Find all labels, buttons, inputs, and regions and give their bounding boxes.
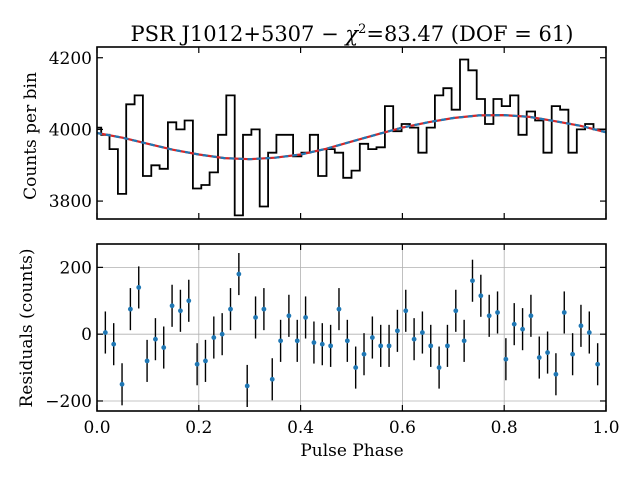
residual-point xyxy=(511,321,517,327)
residual-point xyxy=(470,278,475,284)
residual-point xyxy=(403,308,409,314)
residual-point xyxy=(478,293,484,299)
residual-point xyxy=(353,365,359,370)
residual-point xyxy=(461,338,467,344)
residual-point xyxy=(561,310,567,315)
counts-y-axis-label: Counts per bin xyxy=(21,72,41,200)
residual-point xyxy=(278,338,283,344)
residual-point xyxy=(261,306,267,312)
residual-point xyxy=(495,310,500,315)
residual-point xyxy=(244,383,250,389)
residual-point xyxy=(286,313,292,319)
residual-point xyxy=(486,313,492,319)
residual-point xyxy=(553,371,559,377)
residual-point xyxy=(344,338,350,344)
residual-point xyxy=(269,376,275,382)
residual-point xyxy=(361,351,367,357)
residual-point xyxy=(528,313,534,319)
model-curve xyxy=(96,113,607,161)
residual-point xyxy=(420,330,425,335)
residual-point xyxy=(228,306,233,312)
residual-point xyxy=(236,271,242,277)
residual-point xyxy=(111,341,117,347)
residual-point xyxy=(311,340,317,345)
residual-point xyxy=(395,328,400,334)
residual-point xyxy=(536,355,542,360)
residual-point xyxy=(303,315,308,320)
residual-point xyxy=(378,343,384,349)
residual-point xyxy=(161,345,167,350)
residual-point xyxy=(186,298,192,304)
residual-point xyxy=(319,341,325,347)
counts-panel-frame xyxy=(96,46,607,220)
residual-point xyxy=(328,343,334,349)
residual-point xyxy=(211,335,217,340)
residual-point xyxy=(136,285,142,290)
residual-point xyxy=(369,335,375,340)
residual-point xyxy=(586,330,592,335)
residual-point xyxy=(595,361,601,367)
chart-title: PSR J1012+5307 − χ2=83.47 (DOF = 61) xyxy=(131,22,574,46)
x-tick-label: 0.8 xyxy=(491,418,518,438)
residual-point xyxy=(428,343,434,349)
residual-point xyxy=(219,331,225,337)
residuals-y-axis-label: Residuals (counts) xyxy=(17,248,37,407)
residual-point xyxy=(436,365,442,370)
residual-point xyxy=(570,351,576,357)
residual-point xyxy=(545,350,550,355)
residual-point xyxy=(503,356,509,362)
residual-point xyxy=(445,343,450,349)
residual-point xyxy=(386,343,392,349)
residuals-y-tick-label: 200 xyxy=(60,258,92,278)
residuals-y-tick-label: 0 xyxy=(81,325,92,345)
residual-point xyxy=(178,308,183,314)
x-tick-label: 0.2 xyxy=(185,418,212,438)
residual-point xyxy=(153,336,158,342)
residuals-panel-frame xyxy=(96,243,607,412)
residual-point xyxy=(127,306,133,312)
residuals-y-tick-label: −200 xyxy=(45,392,92,412)
x-tick-label: 1.0 xyxy=(592,418,619,438)
residual-point xyxy=(203,358,208,364)
residual-point xyxy=(119,381,125,387)
residual-point xyxy=(336,306,342,312)
x-tick-label: 0.6 xyxy=(389,418,416,438)
residual-point xyxy=(169,303,175,309)
residual-point xyxy=(294,338,300,344)
residuals-panel: −200 0 200 0.0 0.2 0.4 0.6 0.8 1.0 Residuals (co… xyxy=(17,243,620,461)
residual-point xyxy=(453,308,459,314)
counts-panel: 3800 4000 4200 Counts per bin xyxy=(21,46,607,220)
residual-point xyxy=(144,358,150,364)
residual-point xyxy=(253,315,258,320)
residual-point xyxy=(578,323,584,329)
counts-y-tick-label: 3800 xyxy=(49,192,92,212)
counts-y-tick-label: 4000 xyxy=(49,120,92,140)
residual-point xyxy=(102,330,108,335)
x-tick-label: 0.4 xyxy=(287,418,314,438)
residual-point xyxy=(520,326,525,332)
x-tick-label: 0.0 xyxy=(83,418,110,438)
residual-point xyxy=(194,361,200,367)
residual-point xyxy=(411,336,417,342)
counts-step-line xyxy=(97,58,606,217)
counts-y-tick-label: 4200 xyxy=(49,49,92,69)
x-axis-label: Pulse Phase xyxy=(300,441,403,461)
